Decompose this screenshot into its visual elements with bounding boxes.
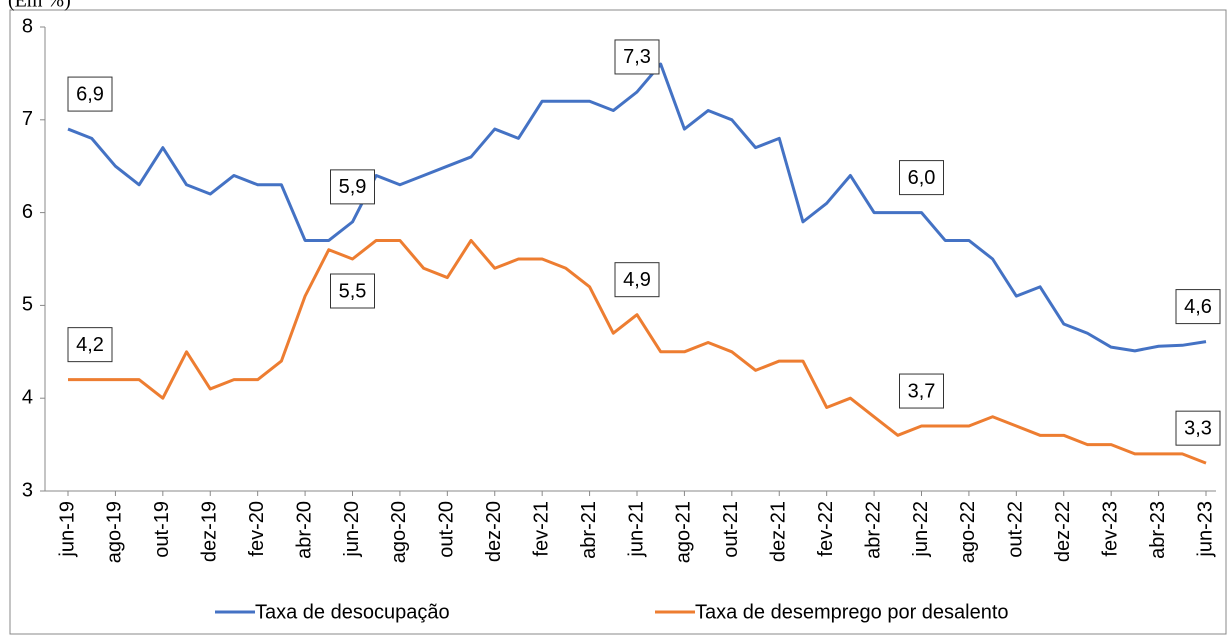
x-tick-label: ago-20 xyxy=(388,501,410,563)
data-label: 7,3 xyxy=(623,46,651,68)
x-tick-label: abr-20 xyxy=(293,501,315,559)
data-label-box xyxy=(899,160,944,196)
data-label: 6,0 xyxy=(908,167,936,189)
data-label-box xyxy=(67,327,113,363)
data-label: 5,5 xyxy=(339,280,367,302)
data-label-box xyxy=(899,373,944,409)
x-tick-label: out-20 xyxy=(436,501,458,558)
data-label: 3,3 xyxy=(1184,417,1212,439)
data-label-box xyxy=(614,39,660,75)
x-tick-label: dez-21 xyxy=(768,501,790,562)
x-tick-label: dez-20 xyxy=(483,501,505,562)
data-label-box xyxy=(1175,289,1221,325)
data-label-box xyxy=(1175,410,1221,446)
data-label-box xyxy=(330,273,375,309)
y-tick-label: 3 xyxy=(22,479,33,501)
data-label-box xyxy=(67,76,113,112)
data-label: 4,2 xyxy=(76,334,104,356)
x-tick-label: jun-23 xyxy=(1194,501,1216,558)
legend-label: Taxa de desemprego por desalento xyxy=(695,601,1009,623)
y-tick-label: 6 xyxy=(22,201,33,223)
x-tick-label: fev-23 xyxy=(1099,501,1121,557)
x-tick-label: out-21 xyxy=(720,501,742,558)
x-tick-label: jun-21 xyxy=(625,501,647,558)
x-tick-label: abr-22 xyxy=(862,501,884,559)
x-tick-label: out-19 xyxy=(151,501,173,558)
data-label-box xyxy=(330,169,375,205)
y-tick-label: 4 xyxy=(22,386,33,408)
x-tick-label: jun-20 xyxy=(341,501,363,558)
legend-label: Taxa de desocupação xyxy=(255,601,450,623)
x-tick-label: abr-21 xyxy=(578,501,600,559)
x-tick-label: ago-21 xyxy=(673,501,695,563)
data-label: 4,6 xyxy=(1184,296,1212,318)
x-tick-label: fev-21 xyxy=(530,501,552,557)
x-tick-label: fev-22 xyxy=(815,501,837,557)
data-label: 6,9 xyxy=(76,83,104,105)
series-line xyxy=(68,238,1207,465)
chart-border xyxy=(9,9,1227,635)
data-label: 3,7 xyxy=(908,380,936,402)
x-tick-label: ago-19 xyxy=(104,501,126,563)
y-tick-label: 7 xyxy=(22,108,33,130)
y-axis-label: (Em %) xyxy=(8,0,71,12)
series-line xyxy=(67,62,1207,353)
x-tick-label: dez-19 xyxy=(199,501,221,562)
y-tick-label: 8 xyxy=(22,15,33,37)
x-tick-label: ago-22 xyxy=(957,501,979,563)
x-tick-label: abr-23 xyxy=(1147,501,1169,559)
data-label-box xyxy=(614,262,660,298)
x-tick-label: jun-19 xyxy=(56,501,78,558)
x-tick-label: fev-20 xyxy=(246,501,268,557)
data-label: 5,9 xyxy=(339,176,367,198)
x-tick-label: jun-22 xyxy=(910,501,932,558)
x-tick-label: dez-22 xyxy=(1052,501,1074,562)
x-tick-label: out-22 xyxy=(1005,501,1027,558)
y-tick-label: 5 xyxy=(22,294,33,316)
data-label: 4,9 xyxy=(623,269,651,291)
